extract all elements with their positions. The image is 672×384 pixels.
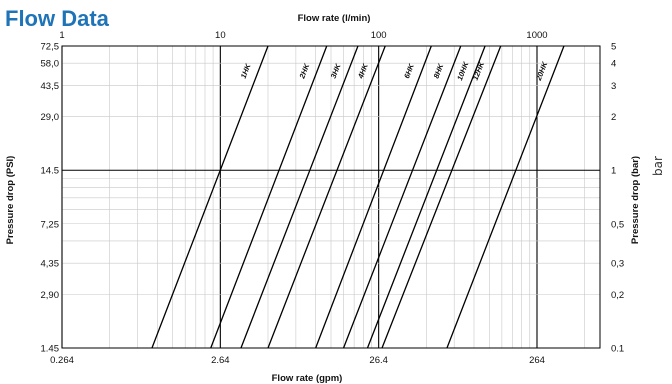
series-line-3hk [240,45,359,349]
series-line-1hk [151,45,269,349]
y-right-tick-label: 5 [611,42,616,53]
y-right-tick-label: 0,2 [611,290,624,301]
x-top-tick-label: 1000 [526,30,547,41]
page-title: Flow Data [5,6,110,31]
x-top-tick-label: 1 [59,30,64,41]
y-right-tick-label: 1 [611,166,616,177]
plot-border [61,45,601,349]
y-right-tick-label: 0.1 [611,344,624,355]
plot-frame [61,45,601,349]
y-right-axis-title: Pressure drop (bar) [630,156,641,244]
y-left-tick-label: 72,5 [41,42,60,53]
y-right-tick-label: 3 [611,81,616,92]
y-left-tick-label: 58,0 [41,59,60,70]
x-bottom-axis-title: Flow rate (gpm) [272,373,343,384]
chart-grid [61,45,600,349]
series-lines [151,45,565,349]
y-right-tick-label: 0,3 [611,259,624,270]
y-left-tick-label: 2,90 [41,290,60,301]
series-line-4hk [267,45,386,349]
y-left-axis-title: Pressure drop (PSI) [5,156,16,245]
y-right-tick-label: 2 [611,112,616,123]
x-bottom-tick-label: 0.264 [50,355,74,366]
x-bottom-tick-label: 2.64 [211,355,230,366]
y-left-tick-label: 4,35 [41,259,60,270]
side-unit-note: bar [651,156,665,176]
series-label-2hk: 2HK [297,62,311,81]
y-right-tick-label: 4 [611,59,616,70]
tick-labels: 1 10 100 1000 0.264 2.64 26.4 264 72,5 58,0 43,5 29… [41,30,625,366]
y-left-tick-label: 29,0 [41,112,60,123]
x-bottom-tick-label: 26.4 [369,355,388,366]
series-line-8hk [342,45,462,349]
series-line-20hk [446,45,565,349]
y-left-tick-label: 43,5 [41,81,60,92]
x-top-tick-label: 10 [215,30,226,41]
x-top-axis-title: Flow rate (l/min) [298,13,371,24]
series-label-1hk: 1HK [239,62,253,80]
series-label-8hk: 8HK [432,62,446,80]
series-line-12hk [381,45,502,349]
x-bottom-tick-label: 264 [529,355,545,366]
series-line-10hk [366,45,486,349]
series-line-2hk [210,45,328,349]
x-top-tick-label: 100 [371,30,387,41]
series-label-6hk: 6HK [402,62,416,80]
series-line-6hk [315,45,432,349]
y-right-tick-label: 0,5 [611,219,624,230]
y-left-tick-label: 1.45 [41,344,60,355]
series-label-4hk: 4HK [356,62,370,81]
y-left-tick-label: 14.5 [41,166,60,177]
y-left-tick-label: 7,25 [41,219,60,230]
